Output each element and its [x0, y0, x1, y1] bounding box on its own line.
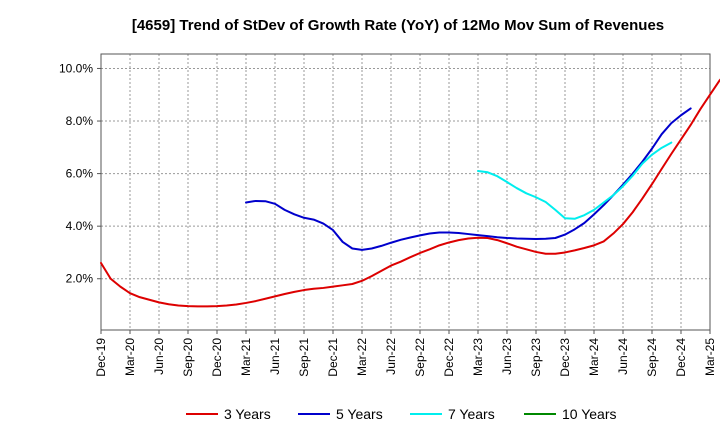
x-tick-label: Dec-22 [442, 338, 456, 377]
x-tick-label: Jun-21 [268, 338, 282, 375]
y-tick-label: 10.0% [59, 61, 93, 75]
legend-item-7-years: 7 Years [410, 406, 495, 422]
legend-item-3-years: 3 Years [186, 406, 271, 422]
x-tick-label: Dec-24 [674, 338, 688, 377]
series-line-3-years [100, 78, 720, 308]
legend-label-5-years: 5 Years [336, 406, 383, 422]
x-tick-label: Mar-24 [587, 338, 601, 376]
y-axis-ticks: 2.0% 4.0% 6.0% 8.0% 10.0% [59, 61, 101, 286]
chart-title: [4659] Trend of StDev of Growth Rate (Yo… [132, 17, 664, 34]
y-tick-label: 6.0% [66, 167, 94, 181]
x-tick-label: Sep-24 [645, 338, 659, 377]
grid-lines [100, 54, 711, 330]
legend-item-10-years: 10 Years [524, 406, 617, 422]
x-tick-label: Dec-19 [94, 338, 108, 377]
x-tick-label: Mar-23 [471, 338, 485, 376]
x-tick-label: Sep-21 [297, 338, 311, 377]
x-tick-label: Dec-23 [558, 338, 572, 377]
x-tick-label: Sep-22 [413, 338, 427, 377]
x-tick-label: Mar-21 [239, 338, 253, 376]
x-tick-label: Mar-25 [703, 338, 717, 376]
legend-label-3-years: 3 Years [224, 406, 271, 422]
legend-item-5-years: 5 Years [298, 406, 383, 422]
x-tick-label: Sep-23 [529, 338, 543, 377]
x-tick-label: Jun-24 [616, 338, 630, 375]
x-tick-label: Dec-21 [326, 338, 340, 377]
x-tick-label: Jun-20 [152, 338, 166, 375]
series-lines [100, 78, 720, 308]
legend-label-7-years: 7 Years [448, 406, 495, 422]
x-tick-label: Sep-20 [181, 338, 195, 377]
legend-label-10-years: 10 Years [562, 406, 617, 422]
x-tick-label: Mar-22 [355, 338, 369, 376]
x-tick-label: Jun-23 [500, 338, 514, 375]
y-tick-label: 4.0% [66, 219, 94, 233]
y-tick-label: 8.0% [66, 114, 94, 128]
x-tick-label: Mar-20 [123, 338, 137, 376]
x-tick-label: Dec-20 [210, 338, 224, 377]
legend: 3 Years 5 Years 7 Years 10 Years [186, 406, 617, 422]
series-line-5-years [245, 107, 692, 251]
x-axis-ticks: Dec-19 Mar-20 Jun-20 Sep-20 Dec-20 Mar-21 Jun-… [94, 330, 717, 377]
x-tick-label: Jun-22 [384, 338, 398, 375]
plot-area-border [100, 53, 711, 331]
y-tick-label: 2.0% [66, 272, 94, 286]
series-line-7-years [477, 141, 673, 220]
